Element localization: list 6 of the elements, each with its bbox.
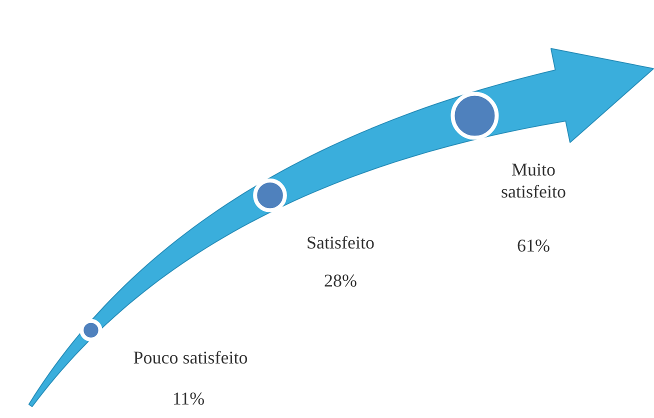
category-label: Satisfeito: [306, 232, 375, 252]
data-label: 28%: [324, 270, 358, 290]
data-label: 61%: [517, 236, 550, 256]
category-label: Pouco satisfeito: [133, 348, 248, 368]
category-label: Muito satisfeito: [501, 160, 566, 202]
data-label: 11%: [172, 388, 205, 408]
